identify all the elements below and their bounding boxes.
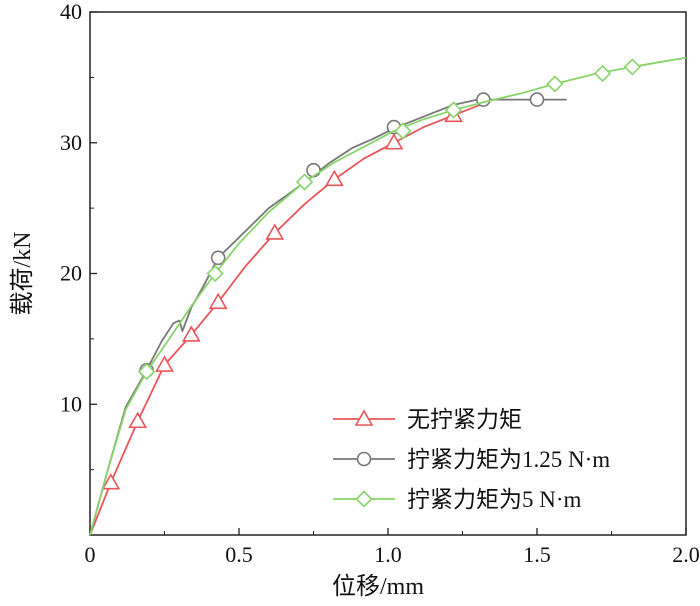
y-tick-label: 40 bbox=[60, 0, 82, 24]
series-1 bbox=[89, 102, 484, 536]
series-line bbox=[89, 56, 687, 536]
diamond-marker bbox=[295, 173, 314, 191]
triangle-marker bbox=[324, 169, 344, 187]
x-tick-label: 2.0 bbox=[672, 542, 700, 567]
legend-item-2: 拧紧力矩为1.25 N·m bbox=[333, 447, 610, 472]
y-axis-title: 载荷/kN bbox=[9, 232, 36, 316]
triangle-marker bbox=[354, 409, 374, 426]
legend-label: 拧紧力矩为5 N·m bbox=[407, 487, 582, 512]
x-tick-label: 1.5 bbox=[523, 542, 551, 567]
y-tick-label: 10 bbox=[60, 391, 82, 416]
circle-marker bbox=[356, 451, 372, 467]
triangle-marker bbox=[101, 473, 121, 490]
diamond-marker bbox=[593, 64, 612, 83]
circle-marker bbox=[210, 250, 226, 266]
y-tick-label: 30 bbox=[60, 130, 82, 155]
diamond-marker bbox=[355, 490, 373, 508]
diamond-marker bbox=[546, 75, 564, 93]
triangle-marker bbox=[384, 133, 404, 150]
x-tick-label: 0.5 bbox=[225, 542, 253, 567]
diamond-marker bbox=[394, 122, 412, 140]
triangle-marker bbox=[208, 292, 228, 310]
legend-label: 无拧紧力矩 bbox=[407, 407, 522, 432]
triangle-marker bbox=[155, 355, 174, 372]
diamond-marker bbox=[206, 264, 224, 283]
triangle-marker bbox=[128, 411, 148, 429]
x-tick-label: 1.0 bbox=[374, 542, 402, 567]
triangle-marker bbox=[181, 325, 201, 342]
series-3 bbox=[89, 56, 687, 536]
y-tick-label: 20 bbox=[60, 261, 82, 286]
circle-marker bbox=[306, 162, 321, 178]
circle-marker bbox=[529, 92, 545, 107]
diamond-marker bbox=[444, 101, 463, 119]
legend-label: 拧紧力矩为1.25 N·m bbox=[407, 447, 610, 472]
diamond-marker bbox=[623, 58, 641, 76]
legend-item-1: 无拧紧力矩 bbox=[333, 407, 522, 432]
x-axis-title: 位移/mm bbox=[332, 573, 424, 600]
legend-item-3: 拧紧力矩为5 N·m bbox=[333, 487, 582, 512]
x-tick-label: 0 bbox=[85, 542, 96, 567]
triangle-marker bbox=[265, 223, 285, 240]
axes: 0 0.5 1.0 1.5 2.0 10 20 30 40 bbox=[60, 0, 700, 567]
diamond-marker bbox=[137, 362, 156, 381]
series-layer bbox=[89, 56, 687, 536]
